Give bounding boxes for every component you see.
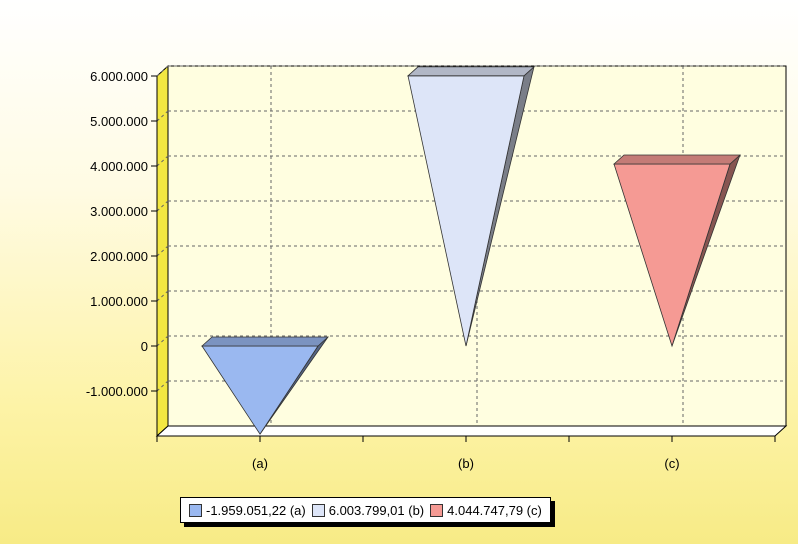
bar-top [612,154,742,165]
gridline-y-side [156,65,169,77]
legend-label-c: 4.044.747,79 (c) [447,502,542,518]
legend-item-c: 4.044.747,79 (c) [430,503,542,518]
bar-top [200,336,330,347]
x-tick-label: (a) [252,456,268,471]
gridline-y-side [156,380,169,392]
gridline-y-side [156,110,169,122]
legend-item-b: 6.003.799,01 (b) [311,502,425,518]
y-tick-label: 5.000.000 [90,114,148,129]
legend-label-b: 6.003.799,01 (b) [328,502,425,518]
y-tick-label: 2.000.000 [90,249,148,264]
chart-legend: -1.959.051,22 (a) 6.003.799,01 (b) 4.044… [180,497,551,523]
floor [155,425,788,437]
gridline-y-side [156,290,169,302]
legend-swatch-b [311,503,325,517]
x-tick-label: (b) [458,456,474,471]
gridline-y-side [156,245,169,257]
y-tick-label: 4.000.000 [90,159,148,174]
legend-item-a: -1.959.051,22 (a) [189,503,306,518]
bar-top [406,66,536,77]
gridline-y-side [156,200,169,212]
legend-swatch-a [189,503,202,517]
y-tick-label: 3.000.000 [90,204,148,219]
y-tick-label: 6.000.000 [90,69,148,84]
legend-swatch-c [430,503,444,517]
y-tick-label: 0 [141,339,148,354]
x-tick-label: (c) [664,456,679,471]
legend-label-a: -1.959.051,22 (a) [206,502,306,518]
y-tick-label: -1.000.000 [86,384,148,399]
gridline-y-side [156,155,169,167]
gridline-y-side [156,335,169,347]
y-tick-label: 1.000.000 [90,294,148,309]
